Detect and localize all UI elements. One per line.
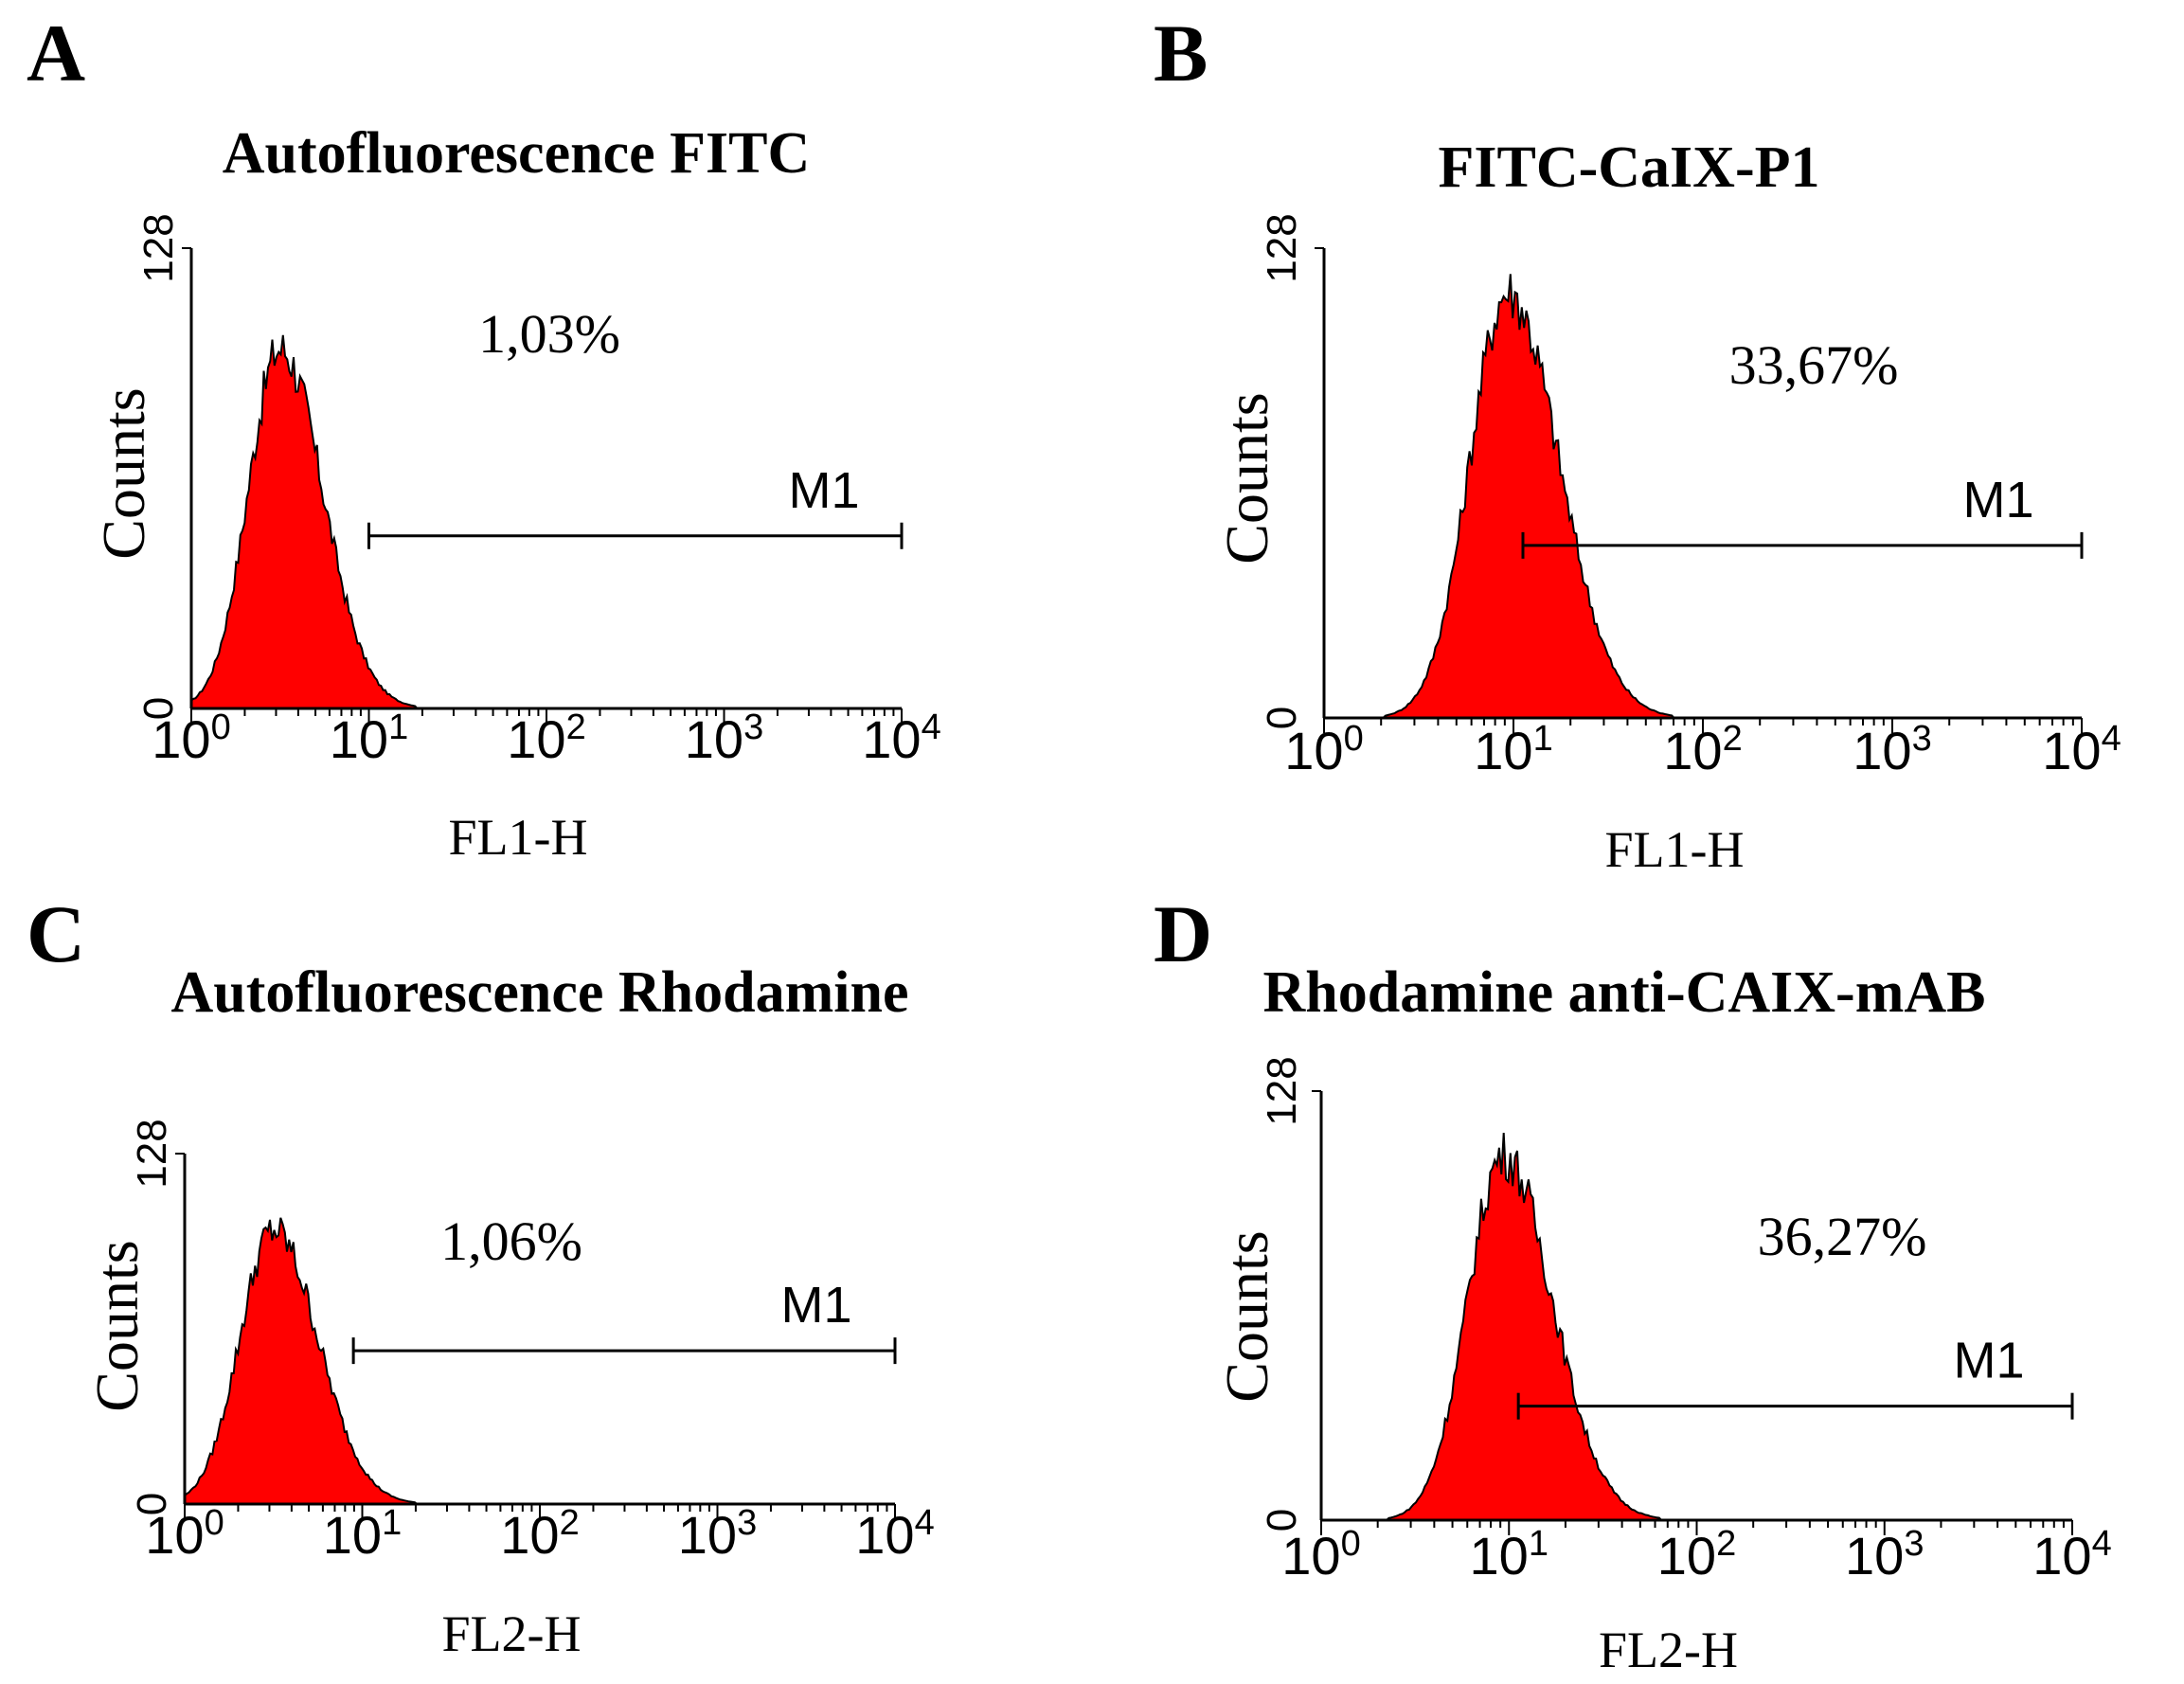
x-tick-label: 104: [2032, 1524, 2111, 1585]
y-tick-label: 128: [129, 1119, 175, 1188]
percent-label: 33,67%: [1729, 334, 1899, 396]
panel-title: Autofluorescence FITC: [223, 121, 810, 186]
y-axis-label: Counts: [1213, 392, 1280, 564]
percent-label: 1,03%: [478, 303, 620, 365]
marker-label: M1: [780, 1277, 851, 1334]
x-tick-label: 100: [152, 708, 230, 769]
panel-d: D Rhodamine anti-CAIX-mAB 0 128 Counts 100 101…: [1154, 888, 2112, 1678]
y-tick-label: 128: [1259, 213, 1305, 282]
marker-label: M1: [1953, 1333, 2024, 1389]
x-tick-label: 103: [685, 708, 763, 769]
histogram-area: [190, 334, 902, 709]
y-axis-label: Counts: [90, 387, 157, 559]
panel-letter: A: [27, 8, 85, 99]
panel-title: Autofluorescence Rhodamine: [171, 960, 909, 1025]
panel-b: B FITC-CaIX-P1 0 128 Counts 100 101 102 103 104 FL…: [1154, 8, 2121, 878]
marker-label: M1: [1962, 472, 2033, 528]
x-tick-label: 102: [1663, 719, 1742, 780]
panel-letter: C: [27, 888, 85, 979]
x-tick-label: 104: [855, 1503, 934, 1565]
x-tick-label: 102: [507, 708, 585, 769]
x-tick-label: 100: [1281, 1524, 1360, 1585]
y-axis-label: Counts: [1213, 1230, 1280, 1402]
x-tick-label: 104: [862, 708, 940, 769]
x-tick-label: 101: [323, 1503, 402, 1565]
x-tick-label: 100: [145, 1503, 224, 1565]
y-tick-label: 0: [129, 1493, 175, 1515]
panel-letter: D: [1154, 888, 1212, 979]
percent-label: 36,27%: [1758, 1206, 1927, 1267]
x-tick-label: 102: [1657, 1524, 1736, 1585]
y-axis-label: Counts: [83, 1240, 151, 1411]
y-tick-label: 128: [135, 213, 182, 282]
x-tick-label: 103: [1845, 1524, 1924, 1585]
x-tick-label: 101: [330, 708, 408, 769]
panel-a: A Autofluorescence FITC 0 128 Counts 100 101 10…: [27, 8, 941, 866]
percent-label: 1,06%: [440, 1210, 582, 1272]
x-axis-label: FL1-H: [1605, 821, 1745, 878]
y-tick-label: 0: [135, 697, 182, 720]
x-tick-label: 104: [2042, 719, 2121, 780]
y-tick-label: 0: [1259, 1509, 1305, 1532]
histogram-area: [1321, 1133, 2072, 1521]
x-tick-label: 101: [1474, 719, 1552, 780]
y-tick-label: 128: [1259, 1056, 1305, 1125]
x-axis-label: FL2-H: [442, 1605, 582, 1662]
x-tick-label: 103: [678, 1503, 757, 1565]
panel-title: FITC-CaIX-P1: [1439, 135, 1820, 200]
x-tick-label: 102: [500, 1503, 579, 1565]
panel-title: Rhodamine anti-CAIX-mAB: [1263, 960, 1986, 1025]
x-axis-label: FL2-H: [1599, 1621, 1738, 1678]
x-axis-label: FL1-H: [449, 809, 588, 866]
x-tick-label: 100: [1284, 719, 1363, 780]
marker-label: M1: [788, 462, 859, 519]
y-tick-label: 0: [1259, 707, 1305, 729]
panel-letter: B: [1154, 8, 1208, 99]
x-tick-label: 103: [1853, 719, 1931, 780]
x-tick-label: 101: [1470, 1524, 1548, 1585]
panel-c: C Autofluorescence Rhodamine 0 128 Counts 100…: [27, 888, 935, 1662]
